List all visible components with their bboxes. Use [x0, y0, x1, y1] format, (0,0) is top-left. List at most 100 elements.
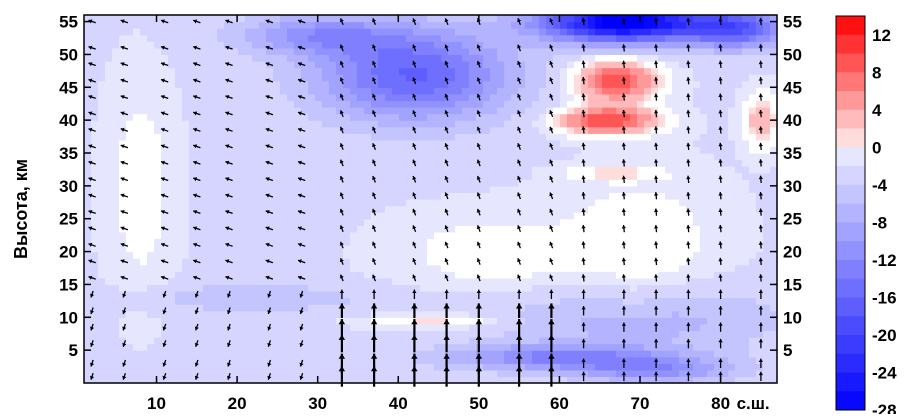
field-cell	[679, 166, 687, 174]
field-cell	[679, 67, 687, 75]
field-cell	[616, 343, 624, 351]
field-cell	[532, 34, 540, 42]
field-cell	[637, 179, 645, 187]
field-cell	[483, 54, 491, 62]
field-cell	[658, 225, 666, 233]
field-cell	[490, 304, 498, 312]
field-cell	[623, 192, 631, 200]
field-cell	[224, 80, 232, 88]
field-cell	[413, 113, 421, 121]
field-cell	[420, 231, 428, 240]
field-cell	[392, 61, 400, 69]
field-cell	[154, 310, 162, 318]
field-cell	[707, 350, 715, 358]
field-cell	[189, 350, 197, 358]
field-cell	[154, 166, 162, 174]
field-cell	[602, 159, 610, 167]
field-cell	[420, 61, 428, 69]
field-cell	[511, 225, 519, 233]
field-cell	[343, 28, 351, 36]
field-cell	[196, 350, 204, 358]
field-cell	[322, 343, 330, 351]
field-cell	[224, 231, 232, 240]
field-cell	[581, 107, 589, 115]
field-cell	[700, 61, 708, 69]
field-cell	[189, 225, 197, 233]
field-cell	[98, 337, 106, 345]
field-cell	[175, 277, 183, 286]
field-cell	[161, 284, 169, 292]
field-cell	[196, 93, 204, 102]
field-cell	[504, 41, 512, 49]
field-cell	[350, 205, 358, 213]
field-cell	[448, 330, 456, 338]
field-cell	[658, 212, 666, 220]
field-cell	[189, 185, 197, 194]
field-cell	[140, 87, 148, 95]
field-cell	[525, 238, 533, 246]
field-cell	[399, 258, 407, 266]
field-cell	[427, 192, 435, 200]
field-cell	[518, 277, 526, 286]
field-cell	[231, 264, 239, 272]
field-cell	[693, 80, 701, 88]
field-cell	[182, 67, 190, 75]
field-cell	[672, 356, 680, 364]
field-cell	[392, 343, 400, 351]
field-cell	[175, 34, 183, 42]
field-cell	[574, 350, 582, 358]
field-cell	[637, 291, 645, 299]
field-cell	[588, 350, 596, 358]
field-cell	[252, 74, 260, 82]
field-cell	[581, 126, 589, 134]
field-cell	[427, 323, 435, 332]
field-cell	[539, 231, 547, 240]
field-cell	[686, 54, 694, 62]
field-cell	[84, 113, 92, 121]
field-cell	[343, 304, 351, 312]
field-cell	[651, 100, 659, 108]
field-cell	[651, 80, 659, 88]
field-cell	[399, 350, 407, 358]
field-cell	[630, 323, 638, 332]
field-cell	[644, 317, 652, 325]
field-cell	[133, 231, 141, 240]
field-cell	[161, 34, 169, 42]
field-cell	[287, 356, 295, 364]
field-cell	[301, 159, 309, 167]
field-cell	[567, 225, 575, 233]
field-cell	[252, 363, 260, 371]
field-cell	[217, 330, 225, 338]
field-cell	[693, 212, 701, 220]
field-cell	[672, 67, 680, 75]
field-cell	[112, 199, 120, 207]
field-cell	[357, 337, 365, 345]
field-cell	[126, 15, 134, 23]
field-cell	[427, 245, 435, 253]
field-cell	[574, 113, 582, 121]
field-cell	[651, 376, 659, 384]
field-cell	[217, 80, 225, 88]
field-cell	[651, 212, 659, 220]
field-cell	[693, 277, 701, 286]
field-cell	[350, 87, 358, 95]
field-cell	[161, 185, 169, 194]
field-cell	[693, 291, 701, 299]
field-cell	[140, 330, 148, 338]
field-cell	[154, 47, 162, 56]
field-cell	[357, 185, 365, 194]
field-cell	[518, 363, 526, 371]
field-cell	[602, 107, 610, 115]
field-cell	[266, 245, 274, 253]
field-cell	[308, 61, 316, 69]
field-cell	[637, 139, 645, 148]
field-cell	[287, 34, 295, 42]
field-cell	[329, 258, 337, 266]
field-cell	[245, 93, 253, 102]
field-cell	[378, 153, 386, 161]
field-cell	[343, 356, 351, 364]
field-cell	[504, 363, 512, 371]
field-cell	[700, 225, 708, 233]
field-cell	[168, 153, 176, 161]
field-cell	[238, 67, 246, 75]
